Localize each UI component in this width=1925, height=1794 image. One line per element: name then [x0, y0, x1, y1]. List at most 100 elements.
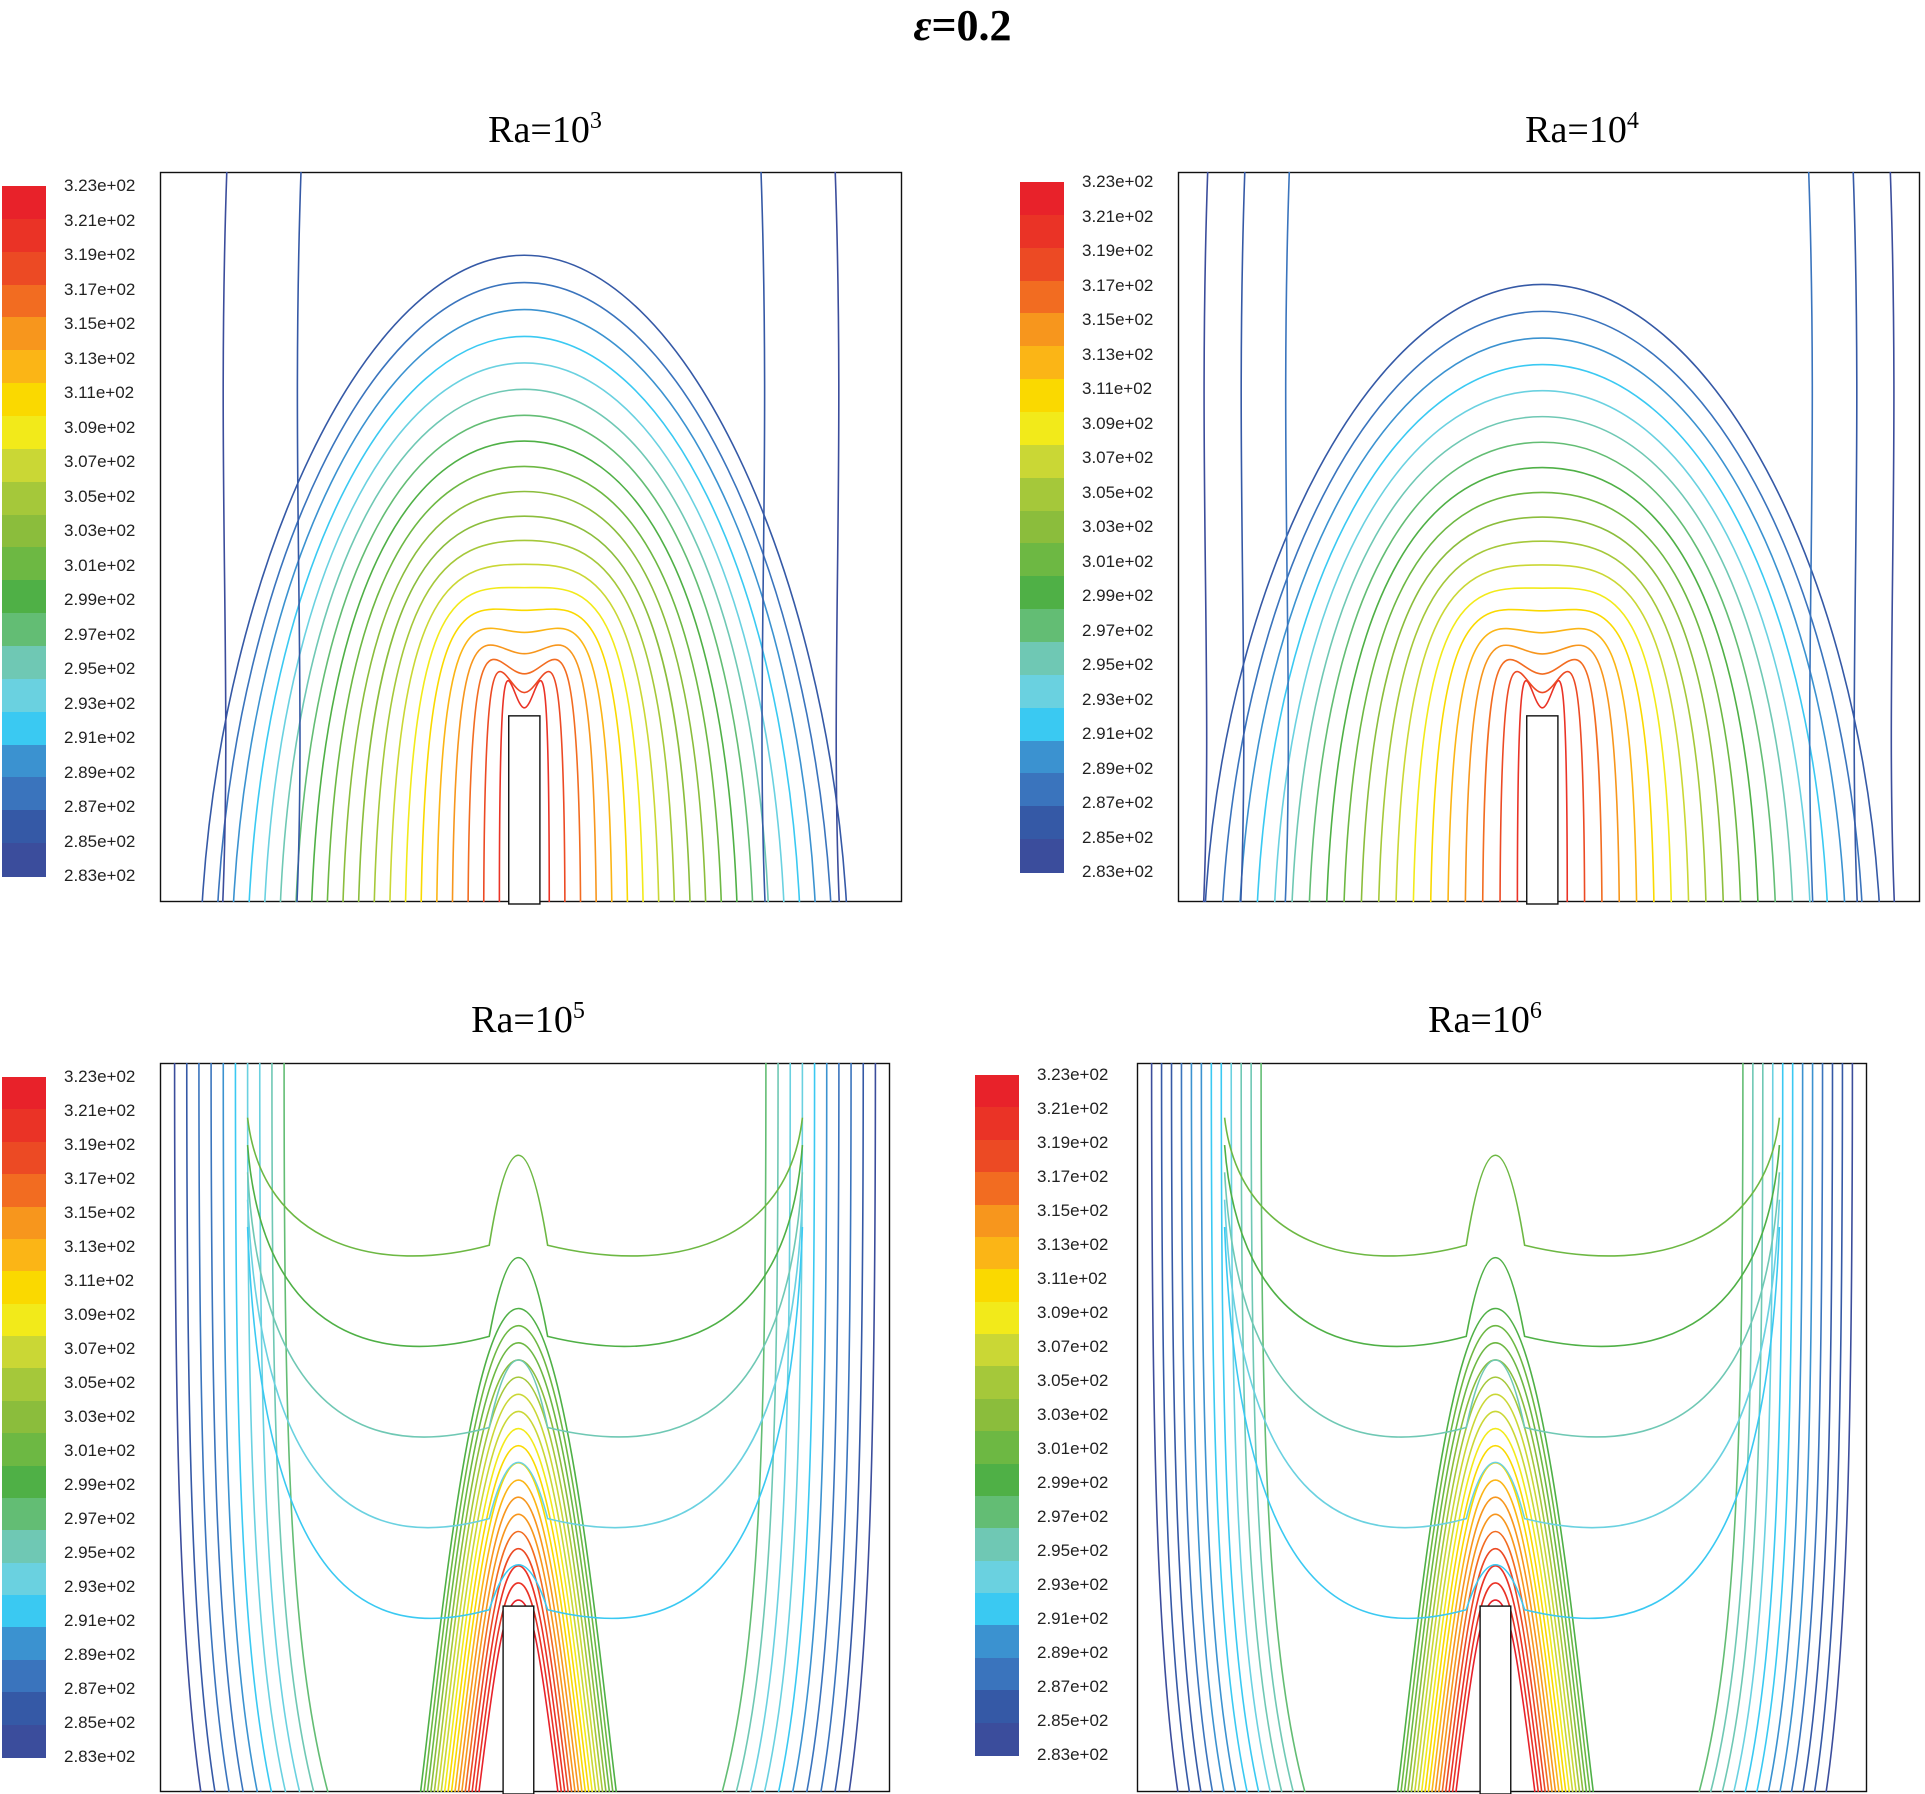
- isotherm-plot-p1: [159, 171, 903, 905]
- isotherm: [1221, 310, 1863, 903]
- legend-swatch: [975, 1722, 1019, 1756]
- legend-label: 3.23e+02: [64, 1067, 136, 1086]
- legend-swatch: [1020, 543, 1064, 577]
- legend-swatch: [2, 1433, 46, 1467]
- legend-label: 3.23e+02: [1082, 172, 1154, 191]
- isotherm: [210, 1062, 245, 1793]
- isotherm: [1240, 1062, 1283, 1793]
- legend-label: 3.05e+02: [64, 1373, 136, 1392]
- isotherm: [1403, 1342, 1588, 1793]
- legend-label: 2.93e+02: [1082, 689, 1154, 709]
- isotherm: [1825, 1062, 1854, 1793]
- isotherm: [1400, 1324, 1591, 1793]
- legend-label: 3.07e+02: [64, 1339, 136, 1358]
- legend-label: 2.91e+02: [64, 1611, 136, 1630]
- legend-swatch: [975, 1139, 1019, 1173]
- isotherm: [1250, 1062, 1295, 1793]
- legend-label: 2.99e+02: [1082, 586, 1154, 605]
- legend-swatch: [975, 1690, 1019, 1724]
- legend-label: 3.03e+02: [64, 521, 136, 540]
- legend-label: 2.95e+02: [1037, 1541, 1109, 1560]
- isotherm: [185, 1062, 216, 1793]
- isotherm: [1481, 658, 1603, 903]
- isotherm: [467, 658, 582, 903]
- isotherm: [1325, 466, 1759, 903]
- isotherm: [1451, 1582, 1540, 1793]
- isotherm: [258, 1062, 301, 1793]
- legend-label: 2.91e+02: [1037, 1609, 1109, 1628]
- heater-block: [1526, 715, 1559, 905]
- isotherm: [749, 1062, 792, 1793]
- legend-swatch: [2, 1141, 46, 1175]
- isotherm: [1721, 1062, 1764, 1793]
- isotherm: [474, 1582, 563, 1793]
- panel-title-p1: Ra=103: [488, 108, 602, 151]
- legend-label: 3.03e+02: [64, 1407, 136, 1426]
- legend-label: 2.89e+02: [64, 762, 136, 782]
- isotherm: [1779, 1062, 1814, 1793]
- isotherm: [246, 1172, 804, 1438]
- isotherm: [217, 281, 832, 903]
- legend-swatch: [2, 646, 46, 680]
- legend-swatch: [975, 1431, 1019, 1465]
- legend-label: 2.83e+02: [64, 1747, 136, 1766]
- isotherm: [478, 1599, 559, 1793]
- legend-swatch: [2, 1497, 46, 1531]
- legend-label: 2.93e+02: [64, 693, 136, 713]
- figure-title: ε=0.2: [0, 0, 1925, 52]
- isotherm: [1429, 608, 1655, 903]
- isotherm: [482, 670, 566, 903]
- legend-label: 2.83e+02: [1037, 1745, 1109, 1764]
- legend-label: 3.15e+02: [1082, 310, 1154, 329]
- isotherm: [1223, 1144, 1781, 1348]
- isotherm: [1170, 1062, 1202, 1793]
- isotherm: [1767, 1062, 1804, 1793]
- isotherm-plot-p3: [159, 1062, 891, 1794]
- isotherm: [1256, 363, 1829, 903]
- isotherm: [1756, 1062, 1794, 1793]
- legend-label: 2.85e+02: [1082, 827, 1154, 847]
- legend-label: 3.05e+02: [64, 486, 136, 506]
- legend-swatch: [1020, 510, 1064, 545]
- legend-swatch: [2, 186, 46, 220]
- isotherm: [1420, 1427, 1571, 1793]
- isotherm: [443, 1427, 594, 1793]
- legend-label: 3.19e+02: [64, 245, 136, 264]
- legend-swatch: [2, 448, 46, 483]
- legend-label: 3.01e+02: [1082, 551, 1154, 571]
- legend-swatch: [975, 1075, 1019, 1108]
- isotherm: [420, 608, 629, 903]
- isotherm: [283, 1062, 329, 1793]
- legend-label: 3.15e+02: [1037, 1201, 1109, 1220]
- epsilon-symbol: ε: [913, 1, 932, 50]
- legend-label: 3.03e+02: [1082, 517, 1154, 536]
- isotherm: [1813, 1062, 1844, 1793]
- legend-label: 3.01e+02: [1037, 1439, 1109, 1458]
- legend-label: 2.93e+02: [1037, 1575, 1109, 1594]
- isotherm-lines: [173, 1062, 877, 1793]
- isotherm: [1160, 1062, 1191, 1793]
- isotherm: [248, 335, 801, 903]
- isotherm: [735, 1062, 779, 1793]
- isotherm: [1802, 1062, 1834, 1793]
- legend-label: 2.97e+02: [1082, 620, 1154, 640]
- legend-label: 2.95e+02: [64, 659, 136, 678]
- legend-label: 2.85e+02: [64, 831, 136, 851]
- legend-swatch: [2, 218, 46, 253]
- legend-swatch: [1020, 379, 1064, 413]
- isotherm: [777, 1062, 816, 1793]
- isotherm: [1709, 1062, 1754, 1793]
- isotherm: [423, 1324, 614, 1793]
- legend-swatch: [1020, 412, 1064, 446]
- isotherm: [279, 388, 769, 903]
- panel-title-p4: Ra=106: [1428, 998, 1542, 1041]
- legend-label: 3.13e+02: [1082, 344, 1154, 364]
- isotherm: [326, 465, 723, 903]
- isotherm: [1732, 1062, 1774, 1793]
- isotherm: [460, 1513, 576, 1793]
- panel-title-p3: Ra=105: [471, 998, 585, 1041]
- legend-swatch: [2, 613, 46, 647]
- legend-label: 2.99e+02: [64, 590, 136, 609]
- isotherm: [1790, 1062, 1824, 1793]
- legend-swatch: [975, 1495, 1019, 1529]
